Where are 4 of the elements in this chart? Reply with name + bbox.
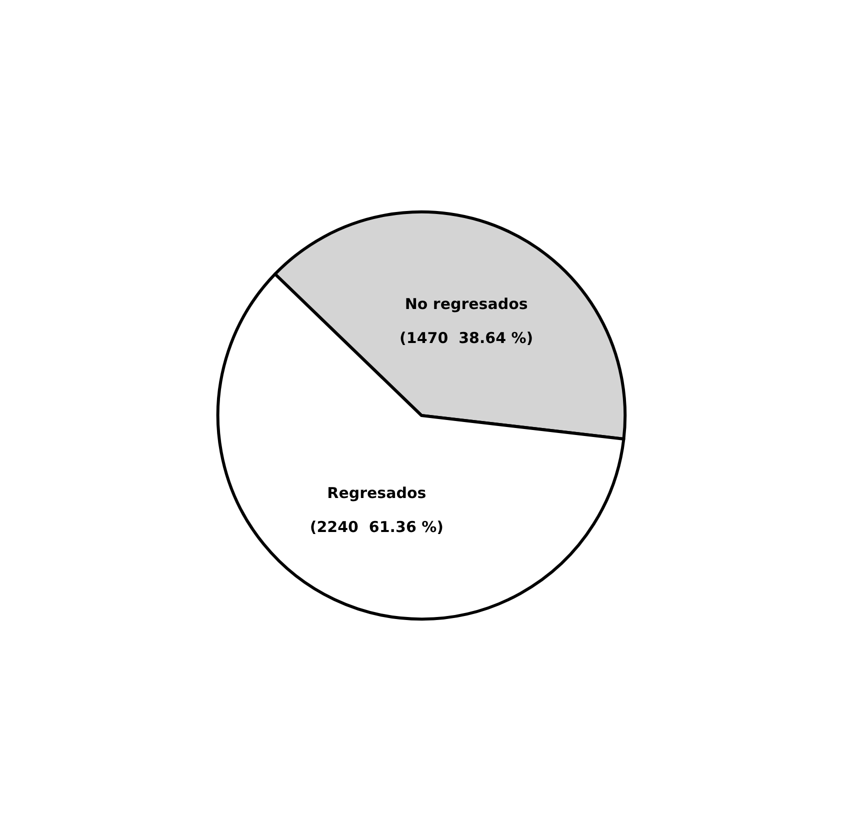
slice-label: No regresados — [404, 294, 528, 313]
slice-label: Regresados — [327, 484, 426, 502]
data-label: (2240 61.36 %) — [310, 518, 444, 536]
data-label: (1470 38.64 %) — [400, 328, 534, 347]
